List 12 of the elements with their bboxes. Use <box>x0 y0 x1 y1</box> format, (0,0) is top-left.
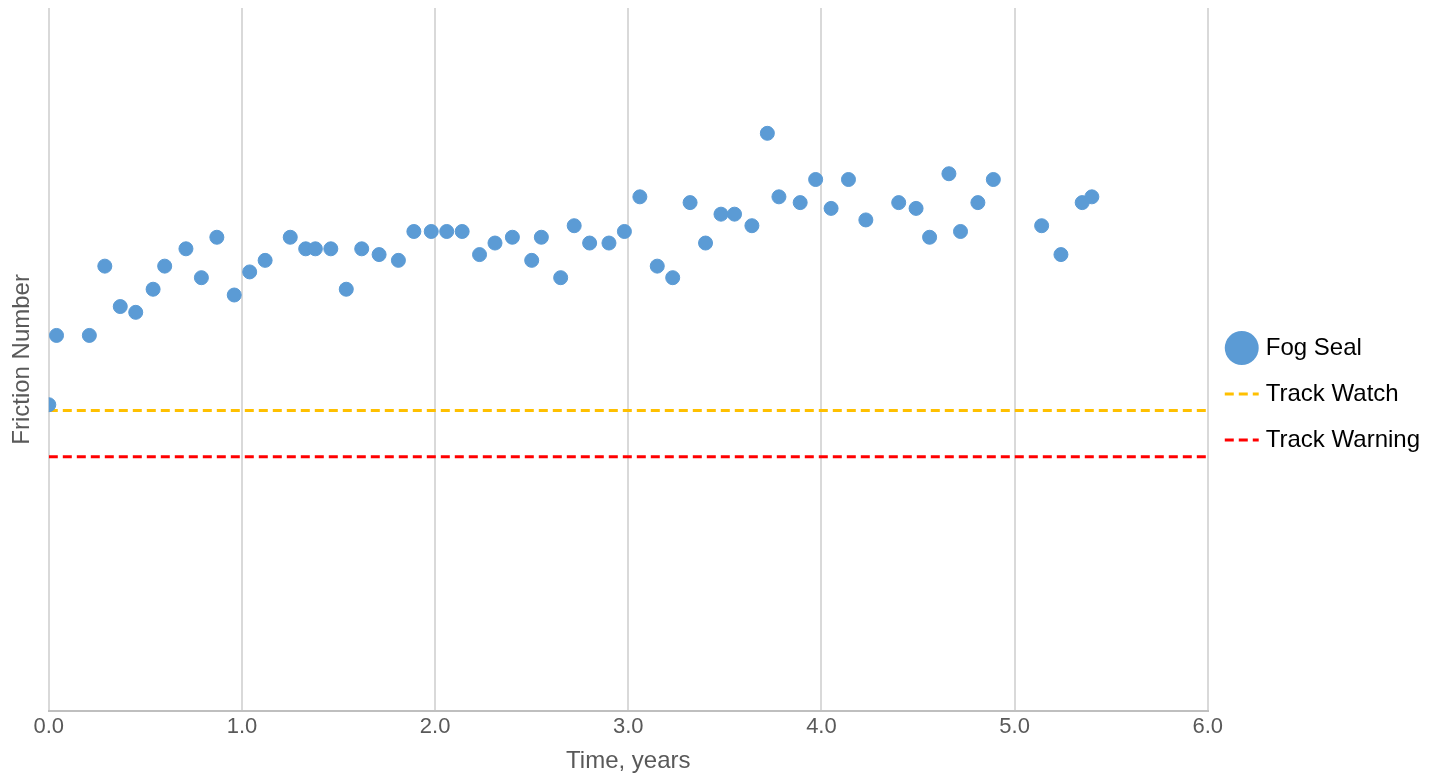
ref-line-label: Track Warning <box>1265 424 1421 452</box>
legend-label: Fog Seal <box>1265 332 1362 360</box>
x-tick-label: 0.0 <box>33 713 65 739</box>
x-tick-label: 1.0 <box>226 713 258 739</box>
x-tick-label: 4.0 <box>806 713 837 739</box>
ref-line-label: Track Watch <box>1265 378 1399 406</box>
x-tick-label: 2.0 <box>419 713 451 739</box>
x-tick-label: 3.0 <box>612 713 644 739</box>
x-tick-label: 5.0 <box>999 713 1030 739</box>
x-tick-label: 6.0 <box>1192 713 1224 739</box>
y-axis-title: Friction Number <box>7 274 35 445</box>
x-axis-title: Time, years <box>566 746 691 774</box>
